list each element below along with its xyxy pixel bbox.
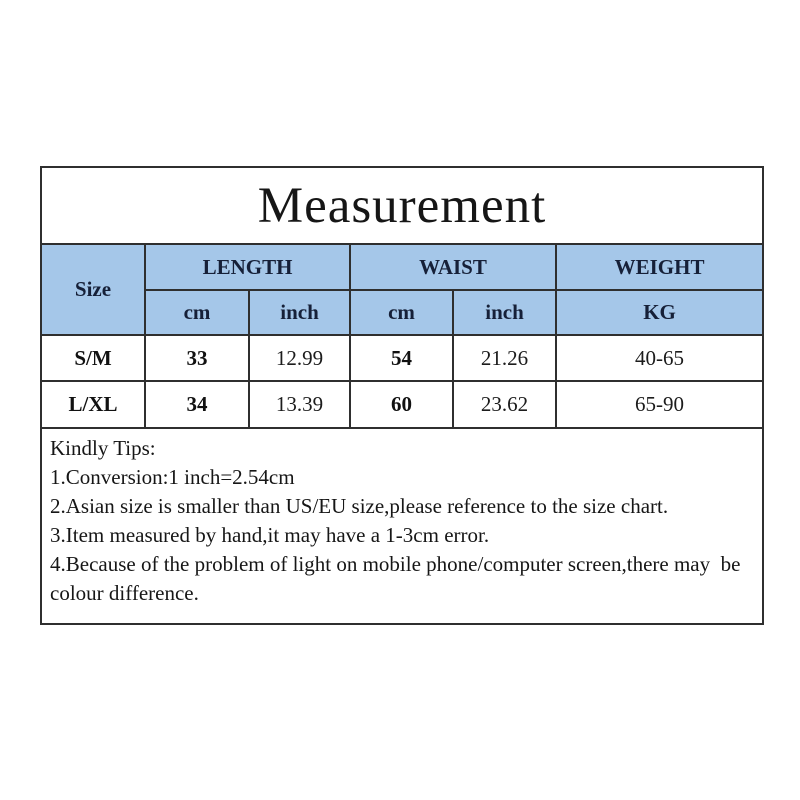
cell-weight-kg: 40-65 (555, 334, 764, 382)
col-header-length-cm: cm (144, 289, 250, 336)
measurement-chart: Measurement Size LENGTH WAIST WEIGHT (40, 166, 764, 625)
col-header-size: Size (41, 244, 146, 336)
cell-waist-inch: 23.62 (452, 380, 558, 428)
table-row-sm: S/M 33 12.99 54 21.26 40-65 (41, 334, 764, 382)
cell-waist-cm: 54 (349, 334, 455, 382)
col-header-length: LENGTH (143, 244, 352, 291)
cell-length-cm: 34 (144, 380, 250, 428)
table-header-row-groups: Size LENGTH WAIST WEIGHT (41, 244, 764, 336)
tips-heading: Kindly Tips: (50, 436, 156, 460)
tip-item-3: 3.Item measured by hand,it may have a 1-… (50, 523, 490, 547)
cell-weight-kg: 65-90 (555, 380, 764, 428)
tips-section: Kindly Tips: 1.Conversion:1 inch=2.54cm … (42, 427, 762, 623)
cell-waist-inch: 21.26 (452, 334, 558, 382)
chart-title-row: Measurement (42, 168, 762, 245)
col-header-length-inch: inch (247, 289, 352, 336)
table-row-lxl: L/XL 34 13.39 60 23.62 65-90 (41, 380, 764, 428)
cell-length-inch: 12.99 (247, 334, 352, 382)
col-header-weight: WEIGHT (555, 244, 764, 291)
col-header-waist-inch: inch (452, 289, 558, 336)
cell-waist-cm: 60 (349, 380, 455, 428)
chart-title: Measurement (257, 177, 547, 234)
cell-length-cm: 33 (144, 334, 250, 382)
cell-size: S/M (41, 334, 146, 382)
col-header-waist: WAIST (349, 244, 558, 291)
tip-item-2: 2.Asian size is smaller than US/EU size,… (50, 494, 669, 518)
col-header-weight-kg: KG (555, 289, 764, 336)
size-table: Size LENGTH WAIST WEIGHT cm inch cm inch… (41, 244, 764, 428)
cell-length-inch: 13.39 (247, 380, 352, 428)
cell-size: L/XL (41, 380, 146, 428)
tip-item-4: 4.Because of the problem of light on mob… (50, 552, 746, 605)
col-header-waist-cm: cm (349, 289, 455, 336)
table-header-row-units: cm inch cm inch KG (42, 289, 764, 336)
tip-item-1: 1.Conversion:1 inch=2.54cm (50, 465, 295, 489)
